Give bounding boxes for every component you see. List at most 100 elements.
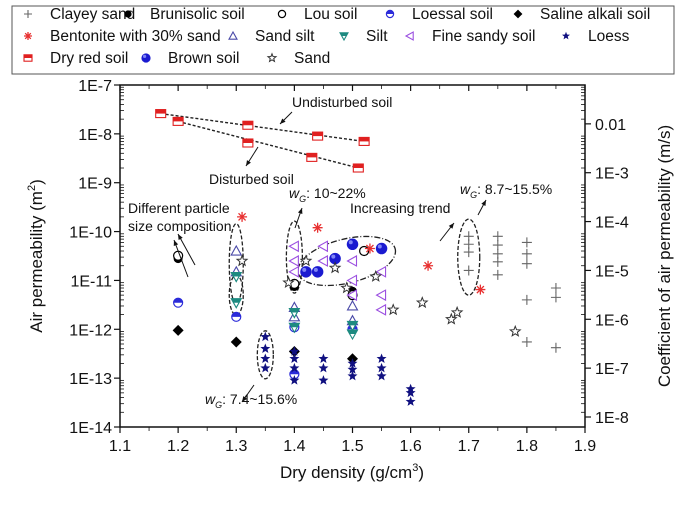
data-point-clayey-sand [492, 269, 503, 280]
x-tick-label: 1.8 [516, 438, 538, 455]
data-point-dry-red-soil [242, 120, 254, 130]
data-point-fine-sandy-soil [346, 274, 358, 287]
y-tick-label: 1E-12 [69, 322, 112, 339]
triangle-left-marker [404, 31, 414, 41]
legend-label: Loess [588, 28, 630, 45]
annotation-text: wG: 10~22% [289, 185, 366, 204]
data-point-bentonite-with-30-sand [475, 284, 486, 295]
y-axis-title: Air permeability (m2) [26, 179, 46, 333]
arrowhead [280, 118, 286, 124]
legend-item: Fine sandy soil [404, 28, 535, 45]
legend-item: Clayey sand [24, 6, 135, 23]
data-point-loess [405, 396, 416, 406]
annotation-text: wG: 8.7~15.5% [460, 181, 552, 200]
y2-tick-label: 1E-3 [595, 166, 629, 183]
data-point-sand [235, 254, 249, 267]
y-tick-label: 1E-14 [69, 420, 112, 437]
arrowhead [242, 396, 248, 402]
y2-tick-label: 1E-6 [595, 312, 629, 329]
y-tick-label: 1E-9 [78, 176, 112, 193]
legend-item: Loess [562, 28, 630, 45]
x-tick-label: 1.1 [109, 438, 131, 455]
data-point-dry-red-soil [306, 152, 318, 162]
legend-item: Lou soil [277, 6, 357, 23]
data-point-loess [260, 353, 271, 363]
triangle-up-marker [228, 30, 238, 40]
legend-label: Brown soil [168, 50, 240, 67]
asterisk-marker [24, 32, 32, 40]
arrowhead [297, 208, 303, 214]
x-tick-label: 1.4 [283, 438, 305, 455]
data-point-clayey-sand [463, 247, 474, 258]
data-point-bentonite-with-30-sand [364, 243, 375, 254]
legend-item: Brunisolic soil [124, 6, 245, 23]
y-tick-label: 1E-10 [69, 225, 112, 242]
legend-item: Sand [266, 50, 330, 67]
x-axis-title: Dry density (g/cm3) [280, 462, 424, 482]
annotation-arrow [177, 233, 196, 266]
data-point-loess [318, 362, 329, 373]
data-point-silt [230, 298, 243, 309]
legend-label: Silt [366, 28, 388, 45]
data-point-clayey-sand [492, 231, 503, 242]
half-circle-marker [385, 9, 395, 19]
legend-label: Saline alkali soil [540, 6, 650, 23]
x-tick-label: 1.7 [458, 438, 480, 455]
plot-area: 1.1 1.2 1.3 1.4 1.5 1.6 1.7 1.8 1.9 1E-14 1E-13 1E-… [69, 78, 629, 455]
legend: Clayey sand Brunisolic soil Lou soil Loessa… [11, 5, 675, 75]
arrowhead [173, 240, 179, 246]
square-half-marker [23, 54, 33, 62]
data-point-dry-red-soil [172, 116, 184, 126]
annotation-text: Disturbed soil [209, 171, 294, 187]
data-point-clayey-sand [521, 258, 532, 269]
data-point-silt [230, 272, 243, 283]
data-point-loess [347, 358, 358, 368]
data-point-fine-sandy-soil [317, 240, 328, 253]
star-open-marker [266, 52, 278, 63]
y-tick-label: 1E-13 [69, 371, 112, 388]
data-point-sand-silt [230, 244, 243, 256]
data-point-loess [376, 362, 387, 373]
y2-tick-label: 1E-5 [595, 263, 629, 280]
y2-tick-label: 1E-4 [595, 215, 629, 232]
data-point-loess [318, 375, 329, 385]
sphere-marker [141, 53, 151, 63]
data-point-brown-soil [346, 238, 359, 251]
arrowhead [246, 160, 251, 166]
legend-box [11, 5, 675, 75]
group-ellipse [457, 218, 481, 296]
annotation-text: Undisturbed soil [292, 94, 392, 110]
trendline [177, 120, 359, 169]
group-ellipse [285, 220, 304, 294]
legend-item: Brown soil [141, 50, 240, 67]
data-point-loess [260, 362, 271, 373]
x-tick-label: 1.2 [167, 438, 189, 455]
data-point-clayey-sand [492, 240, 503, 251]
y2-tick-label: 0.01 [595, 117, 626, 134]
data-point-sand [444, 312, 458, 325]
data-point-loess [260, 331, 271, 342]
data-point-fine-sandy-soil [288, 240, 299, 253]
data-point-brown-soil [375, 242, 388, 255]
data-point-loess [289, 353, 300, 363]
data-point-fine-sandy-soil [346, 255, 358, 267]
data-point-dry-red-soil [155, 109, 167, 119]
data-point-clayey-sand [550, 282, 561, 293]
x-tick-label: 1.9 [574, 438, 596, 455]
data-point-fine-sandy-soil [375, 289, 387, 302]
x-tick-label: 1.5 [341, 438, 363, 455]
legend-label: Loessal soil [412, 6, 493, 23]
data-point-clayey-sand [550, 342, 561, 353]
data-point-brown-soil [300, 266, 312, 278]
data-point-bentonite-with-30-sand [312, 222, 323, 233]
data-point-sand [415, 296, 429, 309]
annotation-text: size composition [128, 218, 232, 234]
plus-marker [24, 10, 32, 18]
triangle-down-marker [339, 32, 349, 42]
data-point-sand [508, 324, 522, 337]
data-point-fine-sandy-soil [288, 255, 299, 267]
data-point-saline-alkali-soil [172, 324, 184, 336]
data-point-brown-soil [329, 252, 341, 265]
group-ellipse [256, 330, 274, 380]
data-point-fine-sandy-soil [288, 265, 299, 278]
